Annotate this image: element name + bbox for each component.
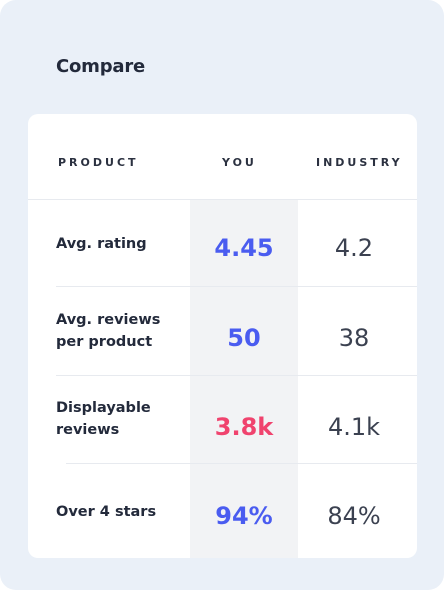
industry-value: 38	[338, 324, 370, 352]
column-header-industry: INDUSTRY	[316, 156, 403, 169]
you-column-highlight	[190, 200, 298, 558]
row-divider	[56, 375, 417, 376]
column-header-you: YOU	[222, 156, 257, 169]
row-divider	[56, 286, 417, 287]
row-divider	[28, 199, 417, 200]
you-value: 4.45	[214, 234, 274, 262]
you-value: 94%	[215, 502, 273, 530]
comparison-table: PRODUCT YOU INDUSTRY Avg. rating 4.45 4.…	[28, 114, 417, 558]
column-header-product: PRODUCT	[58, 156, 139, 169]
you-value: 50	[227, 324, 261, 352]
industry-value: 4.1k	[327, 413, 381, 441]
row-label: Avg. rating	[56, 236, 147, 252]
row-label: Displayable reviews	[56, 400, 151, 438]
you-value: 3.8k	[214, 413, 274, 441]
industry-value: 84%	[327, 502, 381, 530]
industry-value: 4.2	[334, 234, 374, 262]
row-label: Over 4 stars	[56, 504, 157, 520]
row-label: Avg. reviews per product	[56, 312, 161, 350]
row-divider	[66, 463, 417, 464]
panel-title: Compare	[56, 56, 146, 77]
